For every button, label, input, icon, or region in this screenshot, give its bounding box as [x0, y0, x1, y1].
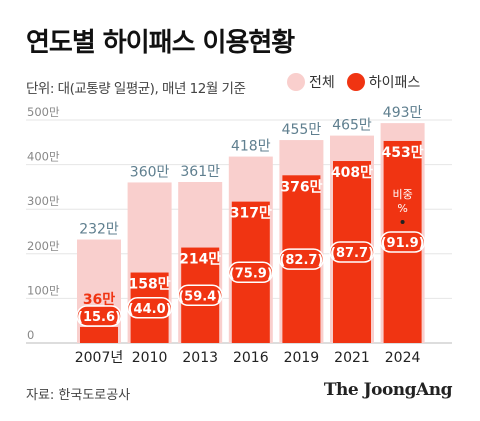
legend-swatch-hipass	[346, 73, 365, 91]
data-label-total: 361만	[180, 164, 220, 180]
data-label-hipass: 36만	[83, 292, 115, 308]
data-label-hipass: 408만	[331, 165, 373, 181]
unit-note: 단위: 대(교통량 일평균), 매년 12월 기준	[26, 81, 246, 97]
share-label: (87.7)	[330, 246, 374, 261]
legend-item-hipass: 하이패스	[346, 72, 421, 92]
legend: 전체 하이패스	[287, 72, 432, 92]
y-tick-label: 400만	[27, 150, 60, 164]
y-tick-label: 500만	[27, 105, 60, 119]
share-note-line2: %	[397, 202, 407, 215]
share-label: (59.4)	[178, 289, 222, 304]
share-label: (15.6)	[77, 310, 121, 325]
share-pill	[379, 231, 426, 253]
x-tick-label: 2007년	[75, 350, 124, 366]
x-tick-label: 2021	[334, 350, 370, 366]
share-note-line1: 비중	[392, 188, 412, 201]
data-label-total: 232만	[79, 222, 119, 238]
share-pill	[278, 248, 325, 270]
share-label: (91.9)	[381, 236, 425, 251]
data-label-hipass: 317만	[230, 206, 272, 222]
x-tick-label: 2019	[284, 350, 320, 366]
x-tick-label: 2016	[233, 350, 269, 366]
chart-title: 연도별 하이패스 이용현황	[26, 28, 295, 58]
y-tick-label: 0	[27, 328, 34, 342]
share-pill	[126, 297, 173, 319]
share-pill	[329, 241, 375, 263]
share-label: (82.7)	[279, 253, 323, 268]
legend-item-total: 전체	[287, 72, 335, 92]
data-label-total: 418만	[231, 139, 271, 155]
share-note-dot	[400, 220, 405, 224]
y-tick-label: 300만	[27, 194, 60, 208]
share-pill	[228, 261, 274, 284]
data-label-hipass: 214만	[179, 252, 221, 268]
legend-swatch-total	[287, 73, 305, 91]
y-tick-label: 100만	[27, 283, 60, 297]
share-label: (44.0)	[128, 302, 172, 317]
y-tick-label: 200만	[27, 239, 60, 253]
data-label-total: 493만	[383, 105, 423, 121]
legend-label-hipass: 하이패스	[368, 75, 421, 91]
share-pill	[177, 284, 223, 307]
bar-hipass	[80, 326, 118, 343]
data-label-hipass: 376만	[280, 179, 322, 195]
brand-logo: The JoongAng	[323, 380, 453, 400]
x-tick-label: 2010	[132, 350, 168, 366]
data-label-total: 465만	[332, 118, 372, 134]
legend-label-total: 전체	[309, 75, 335, 91]
share-label: (75.9)	[229, 266, 273, 281]
data-label-total: 455만	[282, 122, 322, 138]
share-pill	[76, 305, 122, 327]
data-label-hipass: 158만	[129, 277, 171, 293]
source-note: 자료: 한국도로공사	[26, 388, 131, 403]
data-label-hipass: 453만	[382, 145, 424, 161]
data-label-total: 360만	[130, 164, 170, 180]
x-tick-label: 2013	[182, 350, 218, 366]
x-tick-label: 2024	[385, 350, 421, 366]
